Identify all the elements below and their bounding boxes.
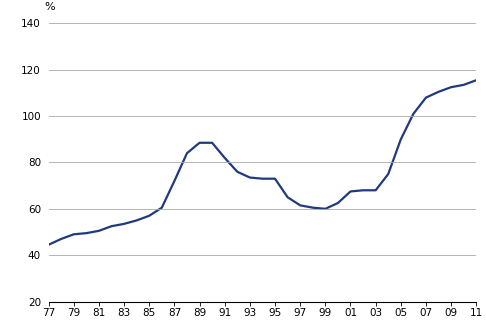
Text: %: % [44, 2, 55, 12]
